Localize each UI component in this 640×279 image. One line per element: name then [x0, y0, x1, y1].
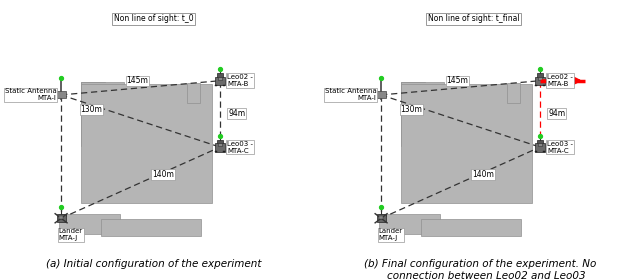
Text: Non line of sight: t_0: Non line of sight: t_0 — [114, 14, 193, 23]
Bar — [56, 214, 65, 222]
Bar — [537, 73, 543, 77]
Bar — [59, 216, 63, 219]
Text: (a) Initial configuration of the experiment: (a) Initial configuration of the experim… — [46, 259, 261, 270]
Text: 140m: 140m — [152, 170, 173, 179]
Bar — [217, 73, 223, 77]
Text: 140m: 140m — [472, 170, 493, 179]
Bar — [215, 143, 225, 151]
Text: 94m: 94m — [548, 109, 565, 118]
Text: Leo03 -
MTA-C: Leo03 - MTA-C — [547, 141, 573, 154]
Bar — [376, 214, 385, 222]
Text: Leo03 -
MTA-C: Leo03 - MTA-C — [227, 141, 253, 154]
Bar — [59, 213, 120, 234]
Bar — [223, 85, 225, 86]
Text: 145m: 145m — [447, 76, 468, 85]
Bar — [535, 77, 545, 85]
Bar — [379, 213, 440, 234]
Bar — [217, 140, 223, 143]
Text: Lander
MTA-J: Lander MTA-J — [59, 228, 83, 241]
Bar — [421, 219, 521, 236]
Bar — [507, 83, 520, 103]
Text: Leo02 -
MTA-B: Leo02 - MTA-B — [547, 74, 573, 87]
Text: Static Antenna
MTA-I: Static Antenna MTA-I — [4, 88, 56, 102]
Bar — [401, 82, 425, 117]
Bar — [81, 84, 212, 203]
Text: 94m: 94m — [228, 109, 245, 118]
Bar — [376, 91, 387, 98]
Bar — [187, 83, 200, 103]
Bar — [535, 143, 545, 151]
Bar — [379, 216, 383, 219]
Text: (b) Final configuration of the experiment. No
    connection between Leo02 and L: (b) Final configuration of the experimen… — [364, 259, 596, 279]
Text: Lander
MTA-J: Lander MTA-J — [379, 228, 403, 241]
Bar — [538, 77, 542, 80]
Bar — [535, 85, 537, 86]
Text: 130m: 130m — [81, 105, 102, 114]
Bar — [215, 151, 217, 152]
Bar — [215, 77, 225, 85]
Text: Leo02 -
MTA-B: Leo02 - MTA-B — [227, 74, 253, 87]
Text: Static Antenna
MTA-I: Static Antenna MTA-I — [324, 88, 376, 102]
Bar — [538, 143, 542, 146]
Text: Non line of sight: t_final: Non line of sight: t_final — [428, 14, 520, 23]
Text: 130m: 130m — [401, 105, 422, 114]
Bar — [401, 82, 444, 146]
Bar — [401, 84, 532, 203]
Bar — [56, 91, 67, 98]
Bar — [535, 151, 537, 152]
Bar — [81, 82, 124, 146]
Bar — [101, 219, 201, 236]
Bar — [223, 151, 225, 152]
Bar — [81, 82, 105, 117]
Bar — [215, 85, 217, 86]
Bar — [543, 85, 545, 86]
Bar — [537, 140, 543, 143]
Text: 145m: 145m — [127, 76, 148, 85]
Bar — [543, 151, 545, 152]
Bar — [218, 77, 222, 80]
Bar — [218, 143, 222, 146]
